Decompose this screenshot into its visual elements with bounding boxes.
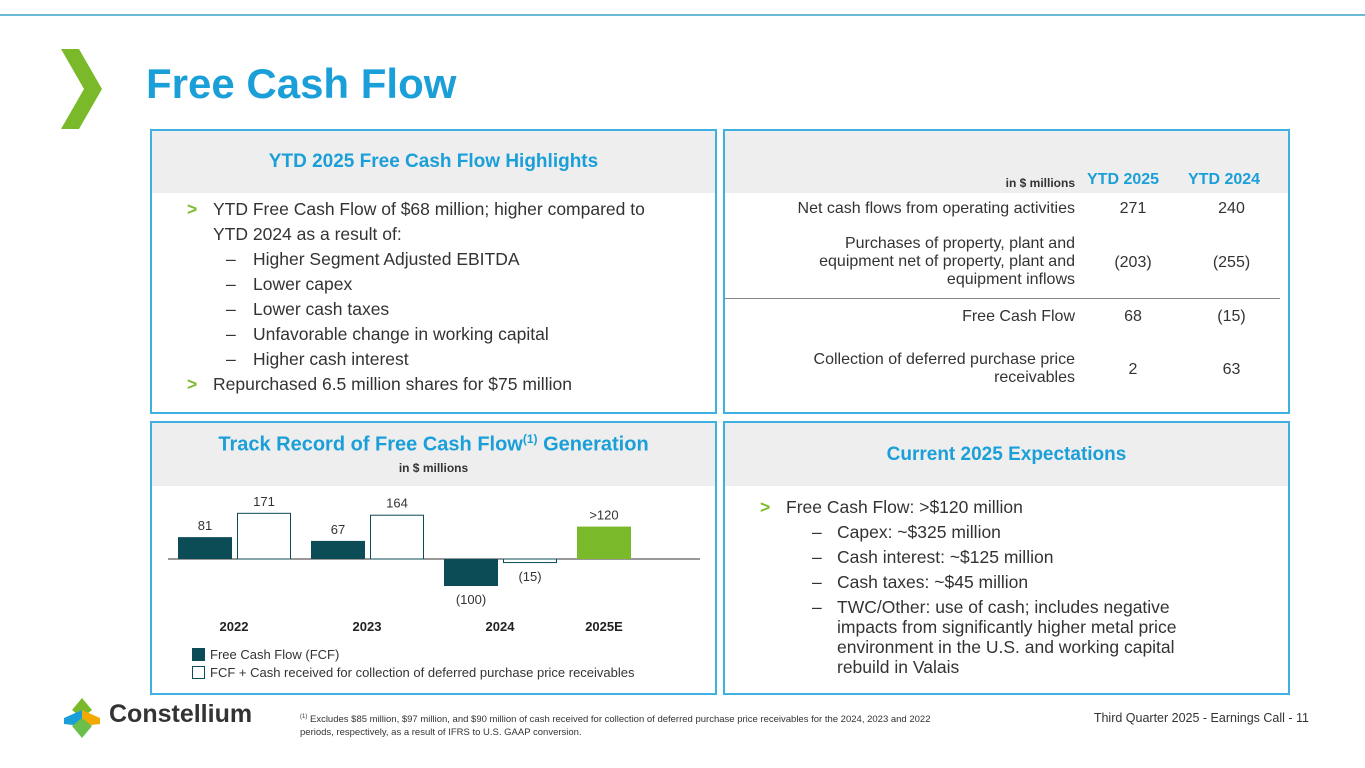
list-item: – Lower capex <box>226 274 353 294</box>
data-label: (15) <box>518 569 541 584</box>
column-header-ytd-2025: YTD 2025 <box>1087 171 1160 188</box>
list-item: > YTD Free Cash Flow of $68 million; hig… <box>187 199 645 244</box>
x-axis-label: 2025E <box>585 619 623 634</box>
expectations-title: Current 2025 Expectations <box>725 423 1288 486</box>
expectations-list: > Free Cash Flow: >$120 million – Capex: … <box>760 495 1176 677</box>
highlights-list: > YTD Free Cash Flow of $68 million; hig… <box>187 197 682 397</box>
table-cell: 2 <box>1128 361 1138 378</box>
row-label-deferred: Collection of deferred purchase price re… <box>813 351 1075 386</box>
data-label: >120 <box>589 508 618 523</box>
table-header-band <box>725 131 1288 193</box>
legend-item-fcf: Free Cash Flow (FCF) <box>192 647 339 662</box>
fcf-bar-chart: 81 171 2022 67 164 2023 (100) (15) 2024 >120 2025E <box>168 494 700 634</box>
cash-flow-table-panel: in $ millions YTD 2025 YTD 2024 Net cash… <box>723 129 1290 414</box>
bar-fcf-plus-2023 <box>370 514 424 560</box>
column-header-ytd-2024: YTD 2024 <box>1188 171 1261 188</box>
bar-fcf-plus-2022 <box>237 512 291 560</box>
bullet-marker-icon: > <box>760 497 771 517</box>
bullet-marker-icon: > <box>187 374 198 394</box>
table-cell: 63 <box>1222 361 1241 378</box>
x-axis-label: 2022 <box>220 619 249 634</box>
x-axis-label: 2024 <box>486 619 516 634</box>
list-item: > Free Cash Flow: >$120 million <box>760 495 1176 520</box>
data-label: (100) <box>456 592 486 607</box>
highlights-title: YTD 2025 Free Cash Flow Highlights <box>152 131 715 193</box>
logo-text: Constellium <box>109 700 253 728</box>
fcf-chart-panel: Track Record of Free Cash Flow(1) Genera… <box>150 421 717 695</box>
chart-subtitle: in $ millions <box>398 460 469 475</box>
list-item: – Cash taxes: ~$45 million <box>812 572 1029 592</box>
list-item: – Higher cash interest <box>226 349 409 369</box>
row-label-fcf: Free Cash Flow <box>962 308 1075 325</box>
list-item: > Repurchased 6.5 million shares for $75… <box>187 372 682 397</box>
page-title: Free Cash Flow <box>146 60 457 107</box>
legend-item-fcf-plus: FCF + Cash received for collection of de… <box>192 665 635 680</box>
expectations-panel: Current 2025 Expectations > Free Cash Fl… <box>723 421 1290 695</box>
list-item: – Unfavorable change in working capital <box>226 324 549 344</box>
table-divider <box>725 298 1280 299</box>
footnote: (1) Excludes $85 million, $97 million, a… <box>300 714 931 739</box>
x-axis-label: 2023 <box>353 619 382 634</box>
bar-fcf-2024 <box>444 559 498 586</box>
bullet-marker-icon: > <box>187 199 198 219</box>
row-label-operating: Net cash flows from operating activities <box>797 200 1075 217</box>
list-item: – Lower cash taxes <box>226 299 390 319</box>
data-label: 171 <box>253 494 275 509</box>
table-cell: 271 <box>1119 200 1147 217</box>
legend-swatch-fcf <box>192 648 205 661</box>
data-label: 81 <box>198 518 212 533</box>
constellium-logo-icon <box>64 698 100 738</box>
page-footer-label: Third Quarter 2025 - Earnings Call - 11 <box>1093 711 1309 725</box>
list-item: – Cash interest: ~$125 million <box>812 547 1054 567</box>
chart-title: Track Record of Free Cash Flow(1) Genera… <box>218 432 649 456</box>
table-cell: (203) <box>1114 254 1152 271</box>
data-label: 164 <box>386 496 408 511</box>
list-item: – Higher Segment Adjusted EBITDA <box>226 249 520 269</box>
chevron-logo-icon <box>61 49 102 129</box>
data-label: 67 <box>331 522 345 537</box>
bar-fcf-plus-2024 <box>503 558 557 564</box>
bar-fcf-2025E <box>577 526 631 559</box>
units-label: in $ millions <box>1005 176 1075 190</box>
row-label-capex: Purchases of property, plant and equipme… <box>819 235 1075 288</box>
chart-header: Track Record of Free Cash Flow(1) Genera… <box>152 423 715 486</box>
top-rule <box>0 14 1365 16</box>
list-item: – TWC/Other: use of cash; includes negat… <box>812 597 1177 677</box>
table-cell: 68 <box>1124 308 1142 325</box>
table-cell: (15) <box>1217 308 1246 325</box>
bar-fcf-2022 <box>178 537 232 559</box>
table-cell: 240 <box>1218 200 1245 217</box>
legend-swatch-fcf-plus <box>192 666 205 679</box>
table-cell: (255) <box>1212 254 1251 271</box>
highlights-panel: YTD 2025 Free Cash Flow Highlights > YTD… <box>150 129 717 414</box>
bar-fcf-2023 <box>311 540 365 559</box>
list-item: – Capex: ~$325 million <box>812 522 1001 542</box>
